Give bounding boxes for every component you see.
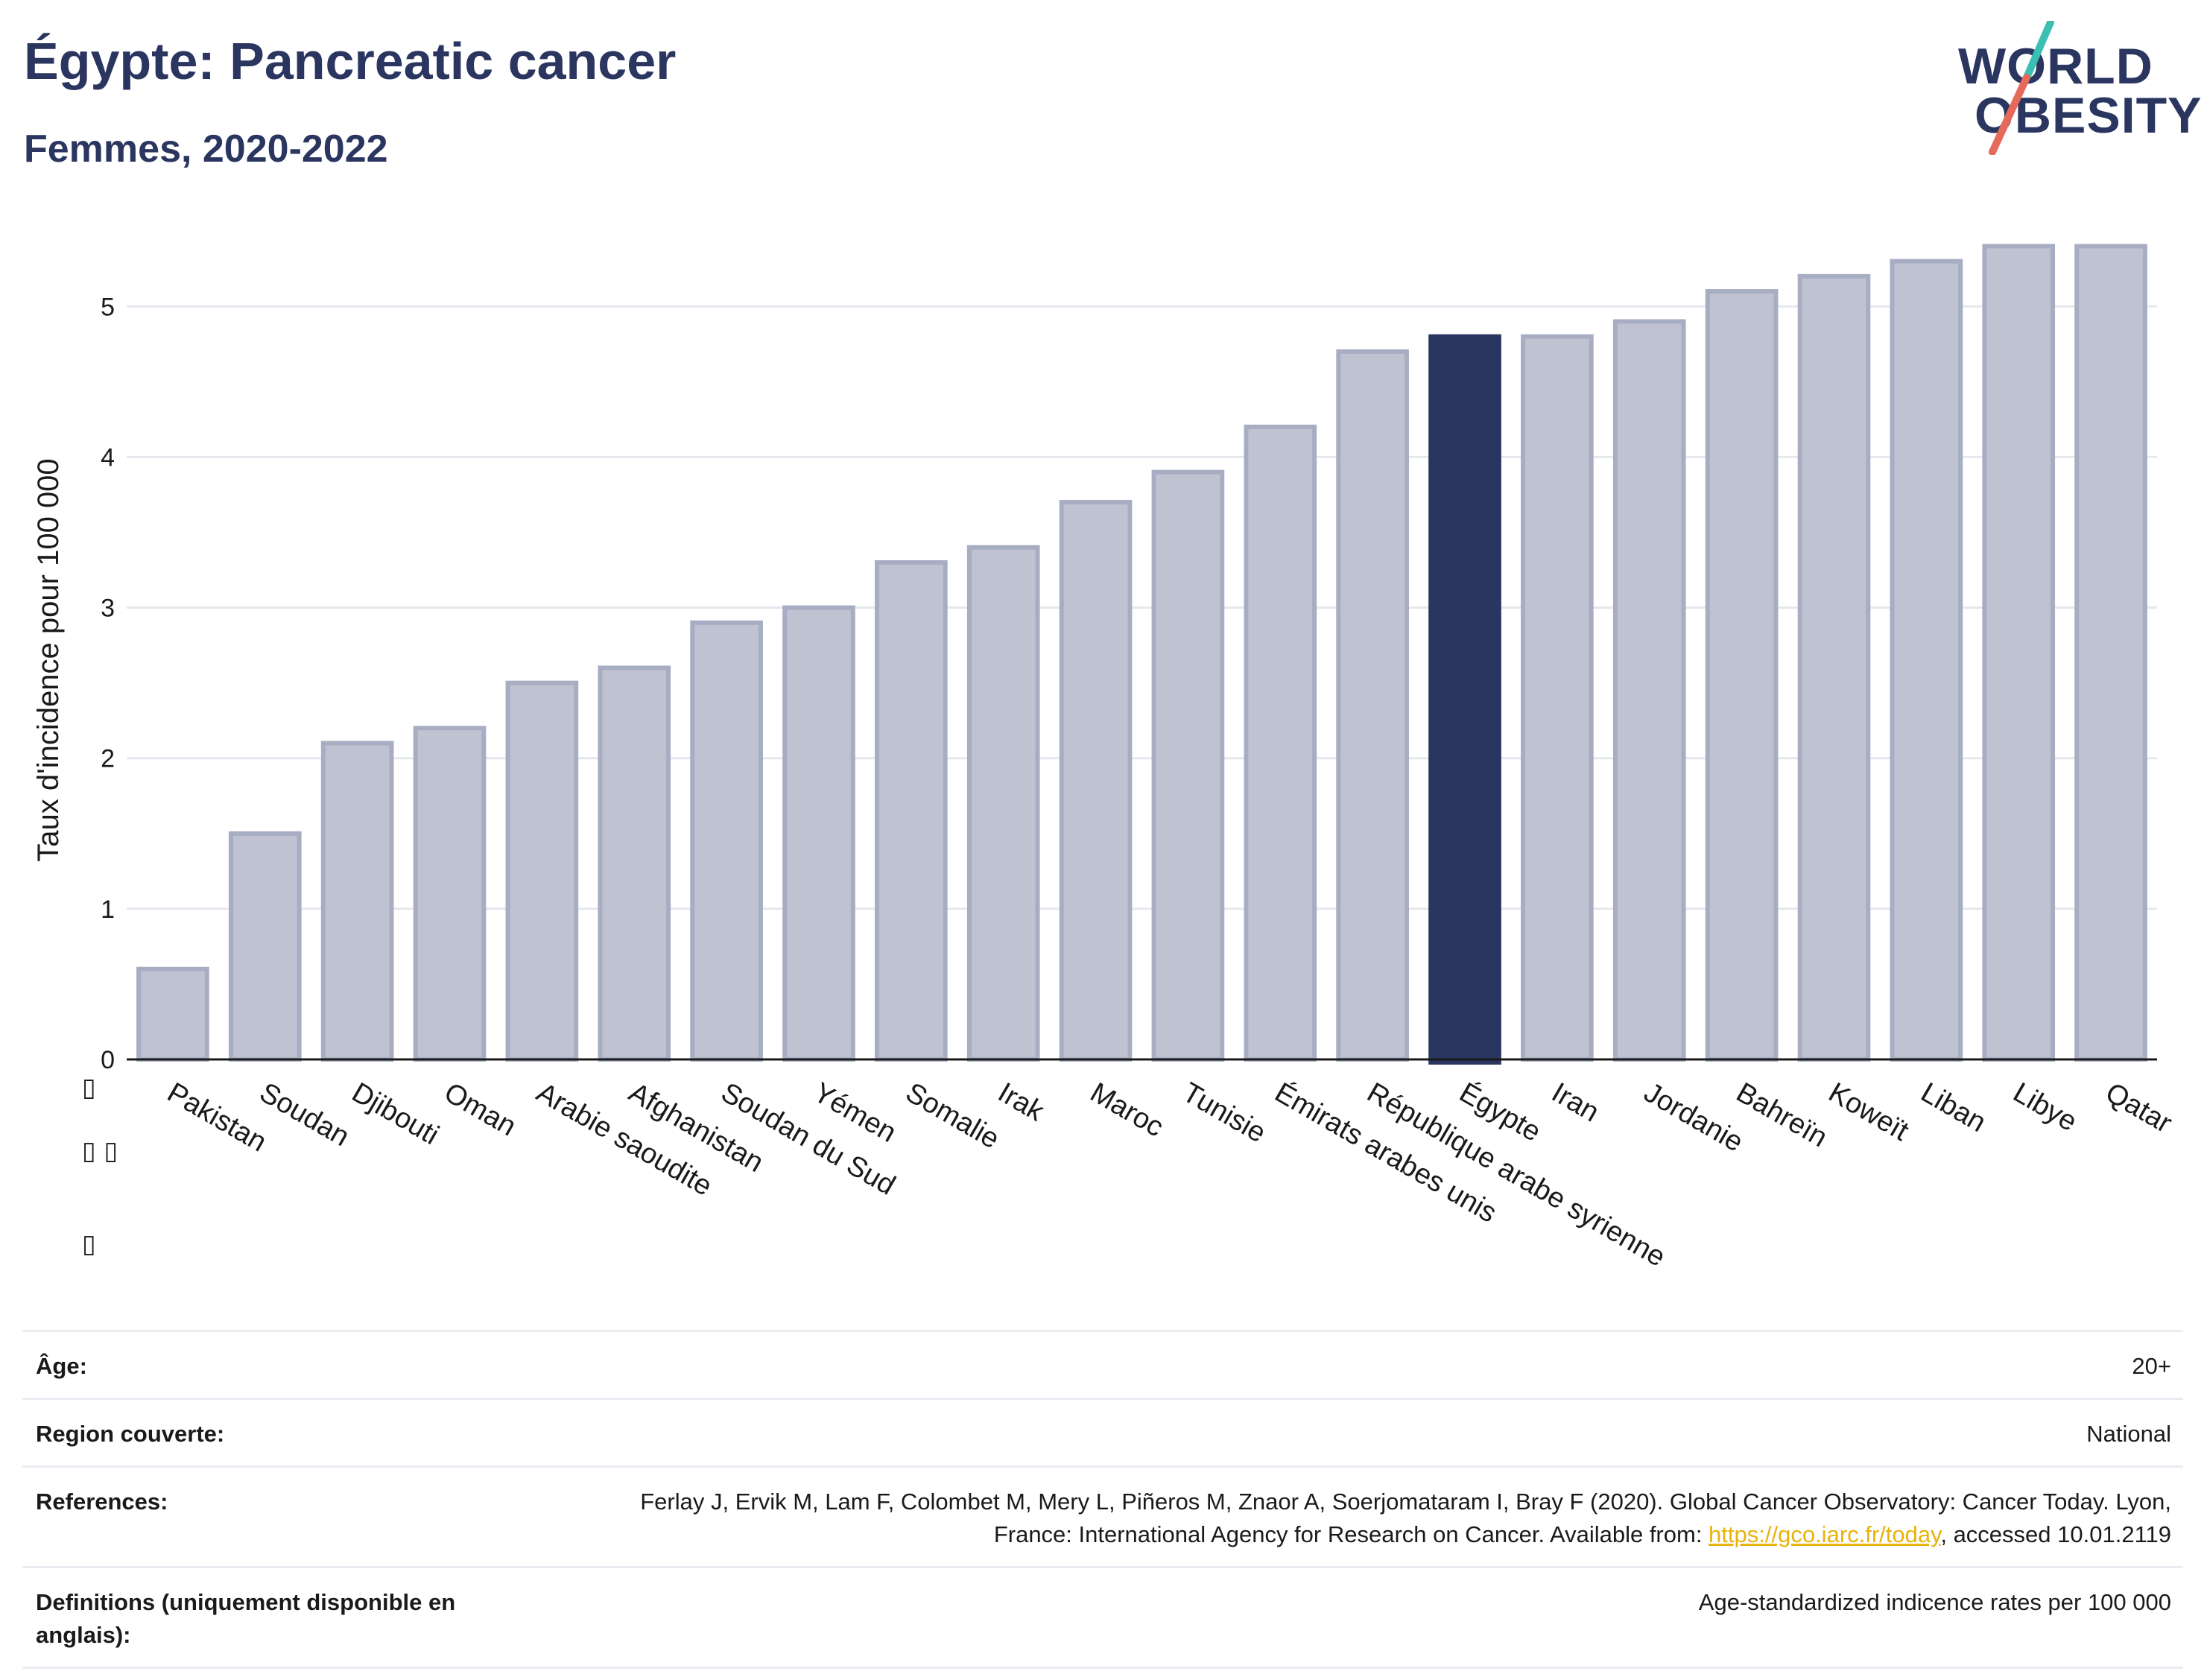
x-tick-label: Bahreïn: [1731, 1077, 1832, 1153]
bar-bahre-n: [1705, 289, 1779, 1062]
metadata-row-references: References: Ferlay J, Ervik M, Lam F, Co…: [22, 1465, 2183, 1566]
glyph-box-icon: ▯ ▯: [82, 1136, 118, 1166]
bar-oman: [413, 726, 487, 1062]
metadata-table: Âge: 20+ Region couverte: National Refer…: [22, 1330, 2183, 1670]
bar-afghanistan: [598, 665, 671, 1062]
reference-text: Ferlay J, Ervik M, Lam F, Colombet M, Me…: [640, 1489, 2171, 1548]
x-tick-label: Somalie: [900, 1077, 1004, 1155]
x-tick-label: Jordanie: [1638, 1077, 1748, 1158]
bar--gypte: [1428, 334, 1501, 1065]
bar-libye: [1982, 244, 2056, 1062]
bar-pakistan: [136, 966, 209, 1062]
bar-soudan-du-sud: [690, 620, 763, 1062]
reference-link[interactable]: https://gco.iarc.fr/today: [1709, 1521, 1941, 1548]
bar-maroc: [1059, 500, 1133, 1062]
x-tick-label: Irak: [992, 1077, 1050, 1128]
metadata-row-age: Âge: 20+: [22, 1330, 2183, 1398]
glyph-box-icon: ▯: [82, 1229, 96, 1259]
metadata-value: Age-standardized indicence rates per 100…: [1698, 1589, 2171, 1616]
x-tick-label: Tunisie: [1177, 1077, 1271, 1149]
metadata-value: Ferlay J, Ervik M, Lam F, Colombet M, Me…: [607, 1486, 2171, 1551]
world-obesity-logo: WORLD OBESITY: [1945, 21, 2202, 155]
bar-irak: [966, 545, 1040, 1062]
bar-qatar: [2074, 244, 2147, 1062]
bar-djibouti: [320, 741, 394, 1062]
x-tick-label: Libye: [2008, 1077, 2083, 1138]
y-tick-label: 5: [101, 293, 115, 321]
metadata-row-region: Region couverte: National: [22, 1398, 2183, 1465]
x-tick-label: Djibouti: [346, 1077, 444, 1151]
y-tick-label: 2: [101, 745, 115, 773]
bar-tunisie: [1151, 469, 1225, 1062]
x-tick-label: Maroc: [1085, 1077, 1168, 1143]
x-tick-label: Oman: [439, 1077, 522, 1142]
metadata-value: National: [2086, 1421, 2171, 1448]
metadata-label: Âge:: [36, 1353, 87, 1379]
bar-somalie: [875, 560, 948, 1062]
x-tick-label: Koweït: [1823, 1077, 1914, 1147]
bar-jordanie: [1612, 319, 1686, 1062]
reference-suffix: , accessed 10.01.2119: [1940, 1521, 2171, 1548]
x-tick-label: Liban: [1916, 1077, 1992, 1138]
bar-soudan: [228, 831, 302, 1062]
y-tick-label: 3: [101, 595, 115, 623]
bar-arabie-saoudite: [505, 680, 579, 1062]
y-tick-labels: 0 1 2 3 4 5: [101, 293, 115, 1074]
metadata-value: 20+: [2132, 1353, 2171, 1379]
x-tick-label: Iran: [1546, 1077, 1604, 1128]
bar-y-men: [782, 605, 855, 1062]
x-tick-label: Qatar: [2100, 1077, 2178, 1139]
y-tick-label: 1: [101, 896, 115, 924]
bar-iran: [1521, 334, 1594, 1062]
metadata-label: References:: [36, 1489, 168, 1515]
bar-liban: [1890, 259, 1963, 1062]
glyph-box-icon: ▯: [82, 1073, 96, 1103]
metadata-label: Region couverte:: [36, 1421, 225, 1448]
y-tick-label: 0: [101, 1046, 115, 1074]
logo-slash-icon: [1989, 21, 2054, 155]
bars: [136, 244, 2147, 1065]
logo-line-1: WORLD: [1958, 38, 2153, 95]
bar--mirats-arabes-unis: [1244, 425, 1317, 1062]
y-tick-label: 4: [101, 443, 115, 472]
metadata-row-definitions: Definitions (uniquement disponible en an…: [22, 1566, 2183, 1670]
metadata-label: Definitions (uniquement disponible en an…: [36, 1589, 456, 1649]
x-tick-label: Soudan: [254, 1077, 354, 1153]
x-tick-label: Pakistan: [162, 1077, 271, 1158]
chart-subtitle: Femmes, 2020-2022: [24, 127, 388, 171]
y-axis-label: Taux d'incidence pour 100 000: [32, 458, 65, 861]
chart-title: Égypte: Pancreatic cancer: [24, 32, 677, 90]
bar-r-publique-arabe-syrienne: [1336, 349, 1409, 1062]
bar-kowe-t: [1797, 273, 1871, 1062]
